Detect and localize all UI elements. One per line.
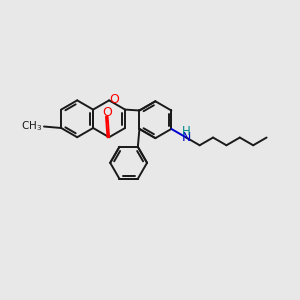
Text: N: N <box>182 131 191 144</box>
Text: H: H <box>182 124 190 137</box>
Text: CH$_3$: CH$_3$ <box>21 120 43 134</box>
Text: O: O <box>110 93 119 106</box>
Text: O: O <box>103 106 112 119</box>
